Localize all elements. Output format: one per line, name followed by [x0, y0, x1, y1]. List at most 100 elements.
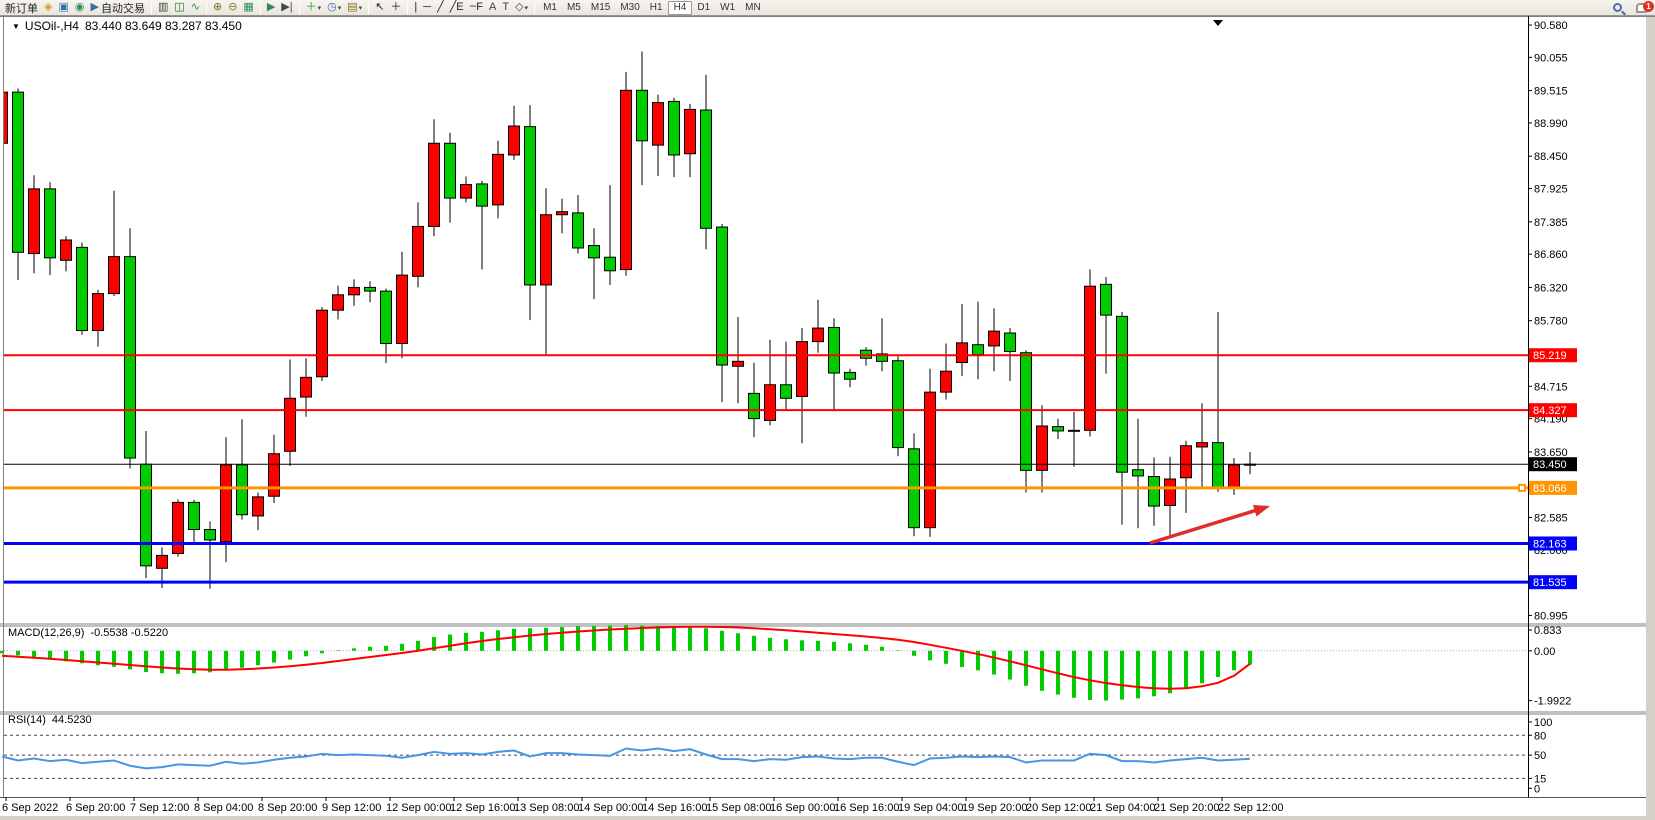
- zoom-in-icon[interactable]: ⊕: [212, 1, 223, 13]
- price-tick-label: 86.860: [1534, 249, 1568, 261]
- candle: [892, 360, 904, 449]
- price-tick-label: 89.515: [1534, 86, 1568, 98]
- macd-values: -0.5538 -0.5220: [90, 627, 169, 639]
- line-chart-icon[interactable]: ∿: [190, 1, 200, 13]
- crosshair-icon[interactable]: ＋: [390, 1, 402, 13]
- price-tick-label: 80.995: [1534, 610, 1568, 622]
- bar-chart-icon[interactable]: ▥: [157, 1, 169, 13]
- chart-shift-icon[interactable]: ▶|: [281, 1, 293, 13]
- auto-scroll-icon[interactable]: ▶: [266, 1, 276, 13]
- chart-profile-icon[interactable]: ◈: [44, 1, 53, 13]
- chart-shift-marker[interactable]: [1213, 20, 1223, 26]
- candle: [940, 370, 952, 393]
- tile-windows-icon[interactable]: ▦: [243, 1, 254, 13]
- candle: [300, 376, 312, 398]
- rsi-indicator-label: RSI(14) 44.5230: [8, 714, 92, 726]
- candle: [1020, 352, 1032, 471]
- trendline-icon[interactable]: ╱: [437, 1, 444, 13]
- timeframe-w1[interactable]: W1: [720, 1, 736, 13]
- price-badge-value: 83.450: [1533, 459, 1567, 471]
- candlestick-chart-icon[interactable]: ◫: [174, 1, 185, 13]
- right-window-edge: [1646, 16, 1655, 820]
- shapes-icon[interactable]: ◇ ▾: [515, 1, 529, 13]
- time-tick-label: 16 Sep 00:00: [770, 802, 835, 814]
- price-tick-label: 84.715: [1534, 381, 1568, 393]
- time-tick-label: 7 Sep 12:00: [130, 802, 189, 814]
- candle: [1004, 332, 1016, 352]
- candle: [700, 109, 712, 229]
- price-badge-value: 83.066: [1533, 483, 1567, 495]
- candle: [428, 142, 440, 227]
- candle: [1052, 426, 1064, 432]
- toolbar-separator: [368, 1, 370, 14]
- time-tick-label: 16 Sep 16:00: [834, 802, 899, 814]
- zoom-out-icon[interactable]: ⊖: [228, 1, 238, 13]
- price-badge: [1529, 348, 1577, 363]
- line-handle[interactable]: [1518, 483, 1526, 492]
- candle: [1148, 476, 1160, 507]
- timeframe-d1[interactable]: D1: [697, 1, 711, 13]
- fibonacci-icon[interactable]: ┄F: [469, 1, 483, 13]
- candle: [764, 384, 776, 421]
- price-tick-label: 87.925: [1534, 184, 1568, 196]
- candle: [188, 501, 200, 531]
- chat-icon[interactable]: 1: [1636, 0, 1654, 13]
- search-icon[interactable]: [1613, 3, 1622, 12]
- candle: [1084, 285, 1096, 431]
- price-badge-value: 81.535: [1533, 577, 1567, 589]
- indicators-icon[interactable]: ＋ ▾: [305, 1, 322, 13]
- candle: [1212, 442, 1224, 489]
- new-order-button[interactable]: 新订单: [5, 2, 38, 15]
- signals-icon[interactable]: ◉: [74, 1, 85, 13]
- horizontal-line-icon[interactable]: ─: [423, 1, 432, 13]
- candle: [460, 184, 472, 199]
- candle: [284, 397, 296, 452]
- candle: [732, 360, 744, 367]
- price-badge: [1529, 575, 1577, 590]
- candle: [444, 142, 456, 199]
- periods-icon[interactable]: ◷ ▾: [327, 1, 342, 13]
- price-badge-value: 85.219: [1533, 350, 1567, 362]
- level-lines-layer: [4, 354, 1528, 584]
- time-axis[interactable]: 6 Sep 2022 6 Sep 20:00 7 Sep 12:00 8 Sep 04…: [2, 797, 1283, 814]
- label-icon[interactable]: T: [502, 1, 510, 13]
- trend-arrow[interactable]: [1149, 507, 1261, 545]
- timeframe-h1[interactable]: H1: [649, 1, 663, 13]
- cursor-icon[interactable]: ↖: [375, 1, 385, 13]
- candle: [204, 529, 216, 541]
- timeframe-h4[interactable]: H4: [667, 0, 693, 15]
- time-tick-label: 19 Sep 04:00: [898, 802, 963, 814]
- price-axis[interactable]: 90.580 90.055 89.515 88.990 88.450 87.925 87.3…: [1528, 20, 1577, 795]
- time-tick-label: 6 Sep 2022: [2, 802, 58, 814]
- timeframe-m5[interactable]: M5: [566, 1, 581, 13]
- candle: [876, 353, 888, 362]
- autotrading-icon[interactable]: ▶ 自动交易: [90, 1, 145, 15]
- channel-icon[interactable]: ╱E: [449, 1, 464, 13]
- rsi-tick-label: 80: [1534, 730, 1546, 742]
- candle: [508, 125, 520, 156]
- timeframe-m30[interactable]: M30: [620, 1, 640, 13]
- templates-icon[interactable]: ▤ ▾: [347, 1, 363, 13]
- timeframe-m1[interactable]: M1: [543, 1, 557, 13]
- text-icon[interactable]: A: [489, 1, 497, 13]
- candle: [1116, 315, 1128, 473]
- price-badge: [1529, 403, 1577, 418]
- candle: [220, 464, 232, 543]
- rsi-pane[interactable]: [1, 734, 1528, 779]
- vertical-line-icon[interactable]: |: [414, 1, 418, 13]
- timeframe-mn[interactable]: MN: [745, 1, 761, 13]
- candle: [476, 183, 488, 207]
- candle: [684, 108, 696, 155]
- candle: [492, 153, 504, 206]
- symbol-dropdown-icon[interactable]: ▼: [12, 22, 20, 31]
- candle: [956, 342, 968, 364]
- macd-pane[interactable]: [0, 625, 1528, 701]
- candle: [540, 214, 552, 286]
- time-tick-label: 8 Sep 20:00: [258, 802, 317, 814]
- timeframe-m15[interactable]: M15: [590, 1, 611, 13]
- notification-badge: 1: [1643, 0, 1654, 12]
- rsi-value: 44.5230: [51, 714, 92, 726]
- chart-window-icon[interactable]: ▣: [58, 1, 69, 13]
